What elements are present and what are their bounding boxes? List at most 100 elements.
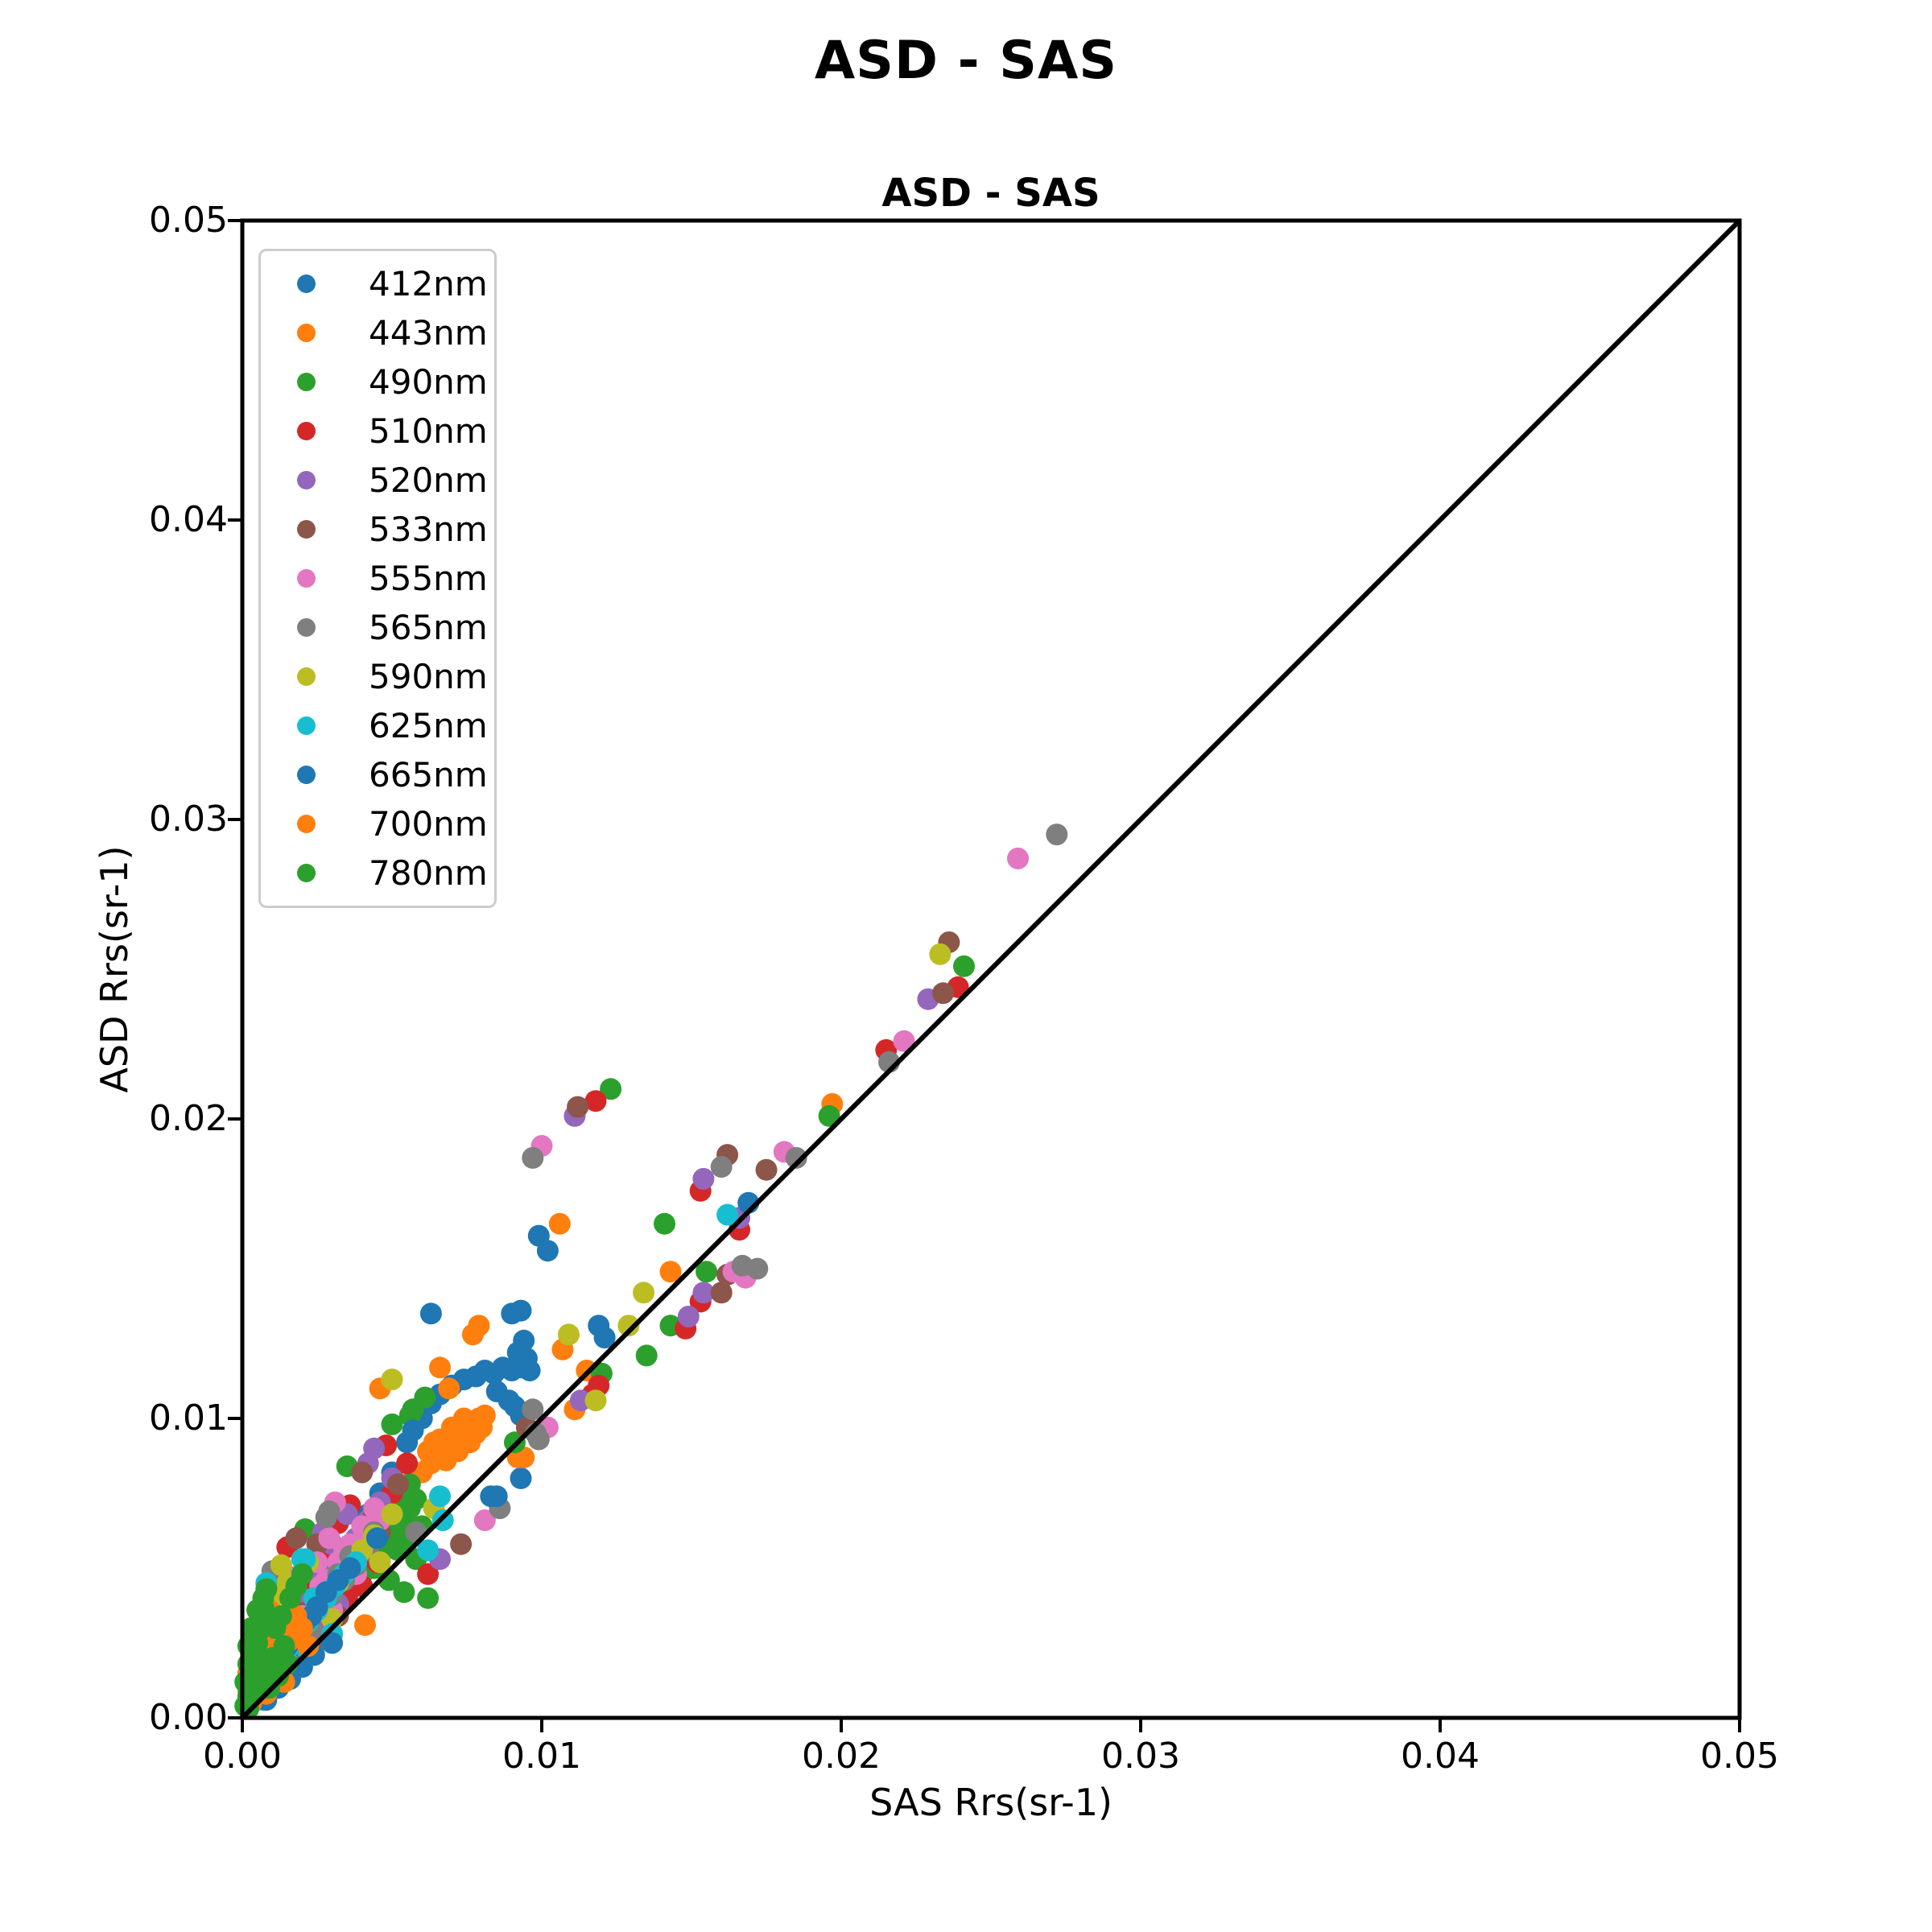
- scatter-point: [567, 1096, 589, 1118]
- scatter-point: [633, 1282, 654, 1304]
- scatter-point: [417, 1440, 440, 1463]
- scatter-point: [429, 1356, 451, 1379]
- x-tick-label: 0.01: [502, 1736, 581, 1777]
- scatter-point: [515, 1348, 538, 1370]
- legend-marker-icon: [297, 520, 316, 539]
- x-tick-label: 0.04: [1401, 1736, 1480, 1777]
- scatter-point: [270, 1605, 292, 1627]
- scatter-point: [365, 1527, 388, 1550]
- scatter-point: [381, 1503, 403, 1525]
- plot-area-border: [240, 218, 1742, 1720]
- scatter-point: [569, 1389, 592, 1412]
- figure-title: ASD - SAS: [814, 31, 1118, 91]
- scatter-point: [584, 1389, 607, 1412]
- legend-item: 510nm: [261, 407, 494, 456]
- legend-item-label: 510nm: [369, 411, 488, 451]
- scatter-point: [438, 1377, 460, 1400]
- y-tick-label: 0.05: [149, 200, 228, 241]
- legend-marker-icon: [297, 815, 316, 833]
- scatter-point: [315, 1506, 337, 1529]
- scatter-point: [369, 1551, 391, 1574]
- scatter-point: [351, 1461, 374, 1484]
- scatter-point: [339, 1557, 361, 1579]
- scatter-point: [953, 955, 975, 977]
- legend-item: 443nm: [261, 308, 494, 357]
- x-tick-label: 0.05: [1700, 1736, 1779, 1777]
- scatter-point: [318, 1527, 341, 1550]
- y-tick-label: 0.01: [149, 1397, 228, 1439]
- x-axis-label: SAS Rrs(sr-1): [869, 1781, 1113, 1824]
- x-tick-label: 0.00: [203, 1736, 282, 1777]
- scatter-point: [417, 1563, 440, 1585]
- scatter-point: [234, 1670, 257, 1693]
- scatter-point: [402, 1419, 424, 1442]
- legend-item: 555nm: [261, 554, 494, 603]
- legend-item: 520nm: [261, 456, 494, 505]
- legend-item-label: 780nm: [369, 852, 488, 893]
- scatter-point: [600, 1078, 622, 1100]
- scatter-point: [1046, 824, 1068, 846]
- scatter-point: [710, 1156, 733, 1178]
- y-tick-label: 0.00: [149, 1697, 228, 1738]
- scatter-point: [522, 1398, 544, 1421]
- scatter-point: [593, 1327, 616, 1349]
- legend-item: 625nm: [261, 701, 494, 750]
- scatter-point: [584, 1090, 607, 1113]
- scatter-point: [393, 1581, 415, 1604]
- legend: 412nm 443nm 490nm 510nm 520nm 533nm 555nm 565nm…: [258, 249, 497, 908]
- identity-line: [240, 218, 1742, 1720]
- scatter-point: [1007, 847, 1029, 869]
- scatter-point: [635, 1344, 658, 1367]
- scatter-point: [417, 1539, 440, 1562]
- legend-item: 590nm: [261, 652, 494, 701]
- legend-item-label: 590nm: [369, 656, 488, 696]
- scatter-point: [419, 1302, 442, 1325]
- scatter-point: [291, 1563, 313, 1585]
- scatter-point: [354, 1614, 376, 1637]
- legend-marker-icon: [297, 618, 316, 637]
- scatter-point: [381, 1413, 403, 1435]
- scatter-point: [473, 1509, 496, 1531]
- scatter-point: [297, 1635, 320, 1657]
- legend-marker-icon: [297, 667, 316, 686]
- scatter-point: [692, 1167, 715, 1190]
- y-tick-label: 0.02: [149, 1098, 228, 1139]
- scatter-point: [396, 1452, 419, 1475]
- legend-item: 412nm: [261, 259, 494, 308]
- legend-marker-icon: [297, 373, 316, 391]
- scatter-point: [785, 1146, 807, 1169]
- scatter-point: [450, 1533, 473, 1555]
- scatter-point: [285, 1527, 308, 1550]
- legend-item: 665nm: [261, 750, 494, 799]
- scatter-point: [692, 1282, 715, 1304]
- legend-item-label: 565nm: [369, 607, 488, 647]
- legend-marker-icon: [297, 324, 316, 342]
- legend-item-label: 520nm: [369, 460, 488, 500]
- legend-item: 565nm: [261, 603, 494, 652]
- scatter-point: [617, 1315, 640, 1337]
- scatter-point: [558, 1323, 580, 1346]
- scatter-point: [510, 1299, 532, 1322]
- scatter-point: [755, 1158, 778, 1181]
- scatter-point: [417, 1587, 440, 1609]
- scatter-point: [513, 1329, 535, 1352]
- scatter-point: [429, 1485, 451, 1508]
- scatter-point: [240, 1616, 262, 1639]
- scatter-point: [527, 1428, 550, 1451]
- legend-item-label: 555nm: [369, 558, 488, 598]
- scatter-point: [893, 1030, 915, 1052]
- legend-marker-icon: [297, 716, 316, 735]
- legend-item: 700nm: [261, 799, 494, 848]
- legend-item-label: 665nm: [369, 754, 488, 795]
- scatter-point: [654, 1212, 675, 1235]
- scatter-point: [548, 1212, 571, 1235]
- scatter-point: [471, 1416, 493, 1439]
- scatter-point: [696, 1261, 718, 1283]
- scatter-point: [522, 1146, 544, 1169]
- legend-item: 533nm: [261, 505, 494, 554]
- scatter-point: [929, 943, 952, 965]
- legend-item: 780nm: [261, 848, 494, 898]
- scatter-point: [291, 1616, 313, 1639]
